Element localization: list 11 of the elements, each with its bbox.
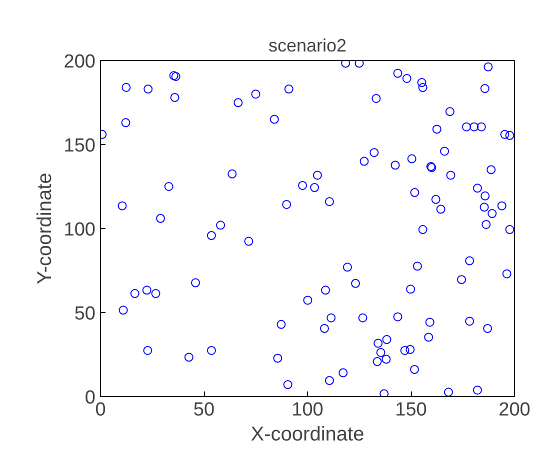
y-tick-label: 150 xyxy=(64,136,96,156)
chart-title: scenario2 xyxy=(268,36,347,56)
y-axis-title: Y-coordinate xyxy=(34,172,56,284)
x-tick-label: 200 xyxy=(498,400,530,420)
x-tick-label: 150 xyxy=(395,400,427,420)
x-axis-title: X-coordinate xyxy=(250,424,364,446)
y-tick-label: 50 xyxy=(74,304,96,324)
y-tick-label: 100 xyxy=(64,220,96,240)
x-tick-label: 100 xyxy=(292,400,324,420)
y-tick-label: 200 xyxy=(64,52,96,72)
x-tick-label: 50 xyxy=(193,400,215,420)
